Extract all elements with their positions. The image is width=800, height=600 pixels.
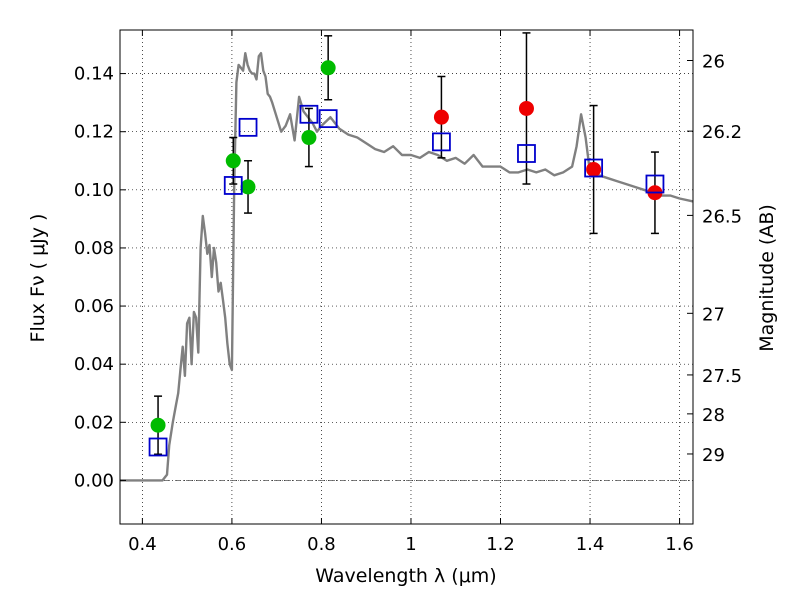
magnitude-tick-label: 26.5	[702, 206, 742, 227]
red-point	[433, 109, 449, 125]
x-axis-label: Wavelength λ (μm)	[315, 565, 496, 587]
model-square	[517, 144, 536, 163]
y-tick-label: 0.02	[74, 412, 114, 433]
x-tick-labels: 0.4 0.6 0.8 1 1.2 1.4 1.6	[128, 534, 694, 555]
magnitude-tick-labels: 26 26.2 26.5 27 27.5 28 29	[702, 52, 742, 466]
magnitude-tick-label: 28	[702, 405, 725, 426]
model-squares	[148, 104, 665, 457]
green-point	[320, 60, 336, 76]
magnitude-tick-label: 27.5	[702, 366, 742, 387]
x-tick-label: 0.8	[307, 534, 336, 555]
model-square	[238, 117, 258, 137]
model-square	[299, 104, 319, 124]
y-axis-label: Flux Fν ( μJy )	[27, 214, 49, 343]
error-bars	[154, 32, 659, 456]
y-tick-label: 0.04	[74, 354, 114, 375]
green-point	[225, 153, 241, 169]
x-tick-label: 1.2	[486, 534, 515, 555]
y-tick-label: 0.00	[74, 470, 114, 491]
right-axis-label: Magnitude (AB)	[756, 204, 778, 352]
model-square	[645, 174, 665, 194]
magnitude-tick-label: 27	[702, 304, 725, 325]
y-tick-label: 0.08	[74, 238, 114, 259]
y-tick-label: 0.14	[74, 64, 114, 85]
model-square	[432, 132, 451, 152]
grid	[120, 30, 693, 524]
magnitude-tick-label: 26.2	[702, 122, 742, 143]
green-point	[240, 179, 256, 195]
x-tick-label: 1.6	[665, 534, 694, 555]
red-point	[586, 161, 602, 177]
y-tick-label: 0.12	[74, 122, 114, 143]
y-tick-label: 0.10	[74, 180, 114, 201]
model-spectrum-line	[120, 52, 694, 482]
x-tick-label: 0.4	[128, 534, 157, 555]
red-point	[518, 100, 534, 116]
x-tick-label: 0.6	[218, 534, 247, 555]
model-square	[223, 176, 243, 195]
model-square	[584, 158, 604, 178]
model-spectrum	[120, 52, 694, 482]
model-square	[318, 109, 338, 129]
ticks	[120, 30, 693, 524]
data-points	[150, 60, 663, 433]
y-tick-label: 0.06	[74, 296, 114, 317]
model-square	[148, 437, 168, 457]
x-tick-label: 1	[405, 534, 416, 555]
y-tick-labels: 0.00 0.02 0.04 0.06 0.08 0.10 0.12 0.14	[74, 64, 114, 492]
magnitude-tick-label: 26	[702, 52, 725, 73]
green-point	[150, 417, 166, 433]
x-tick-label: 1.4	[576, 534, 605, 555]
plot-frame	[119, 29, 694, 525]
magnitude-tick-label: 29	[702, 445, 725, 466]
green-point	[301, 130, 317, 146]
